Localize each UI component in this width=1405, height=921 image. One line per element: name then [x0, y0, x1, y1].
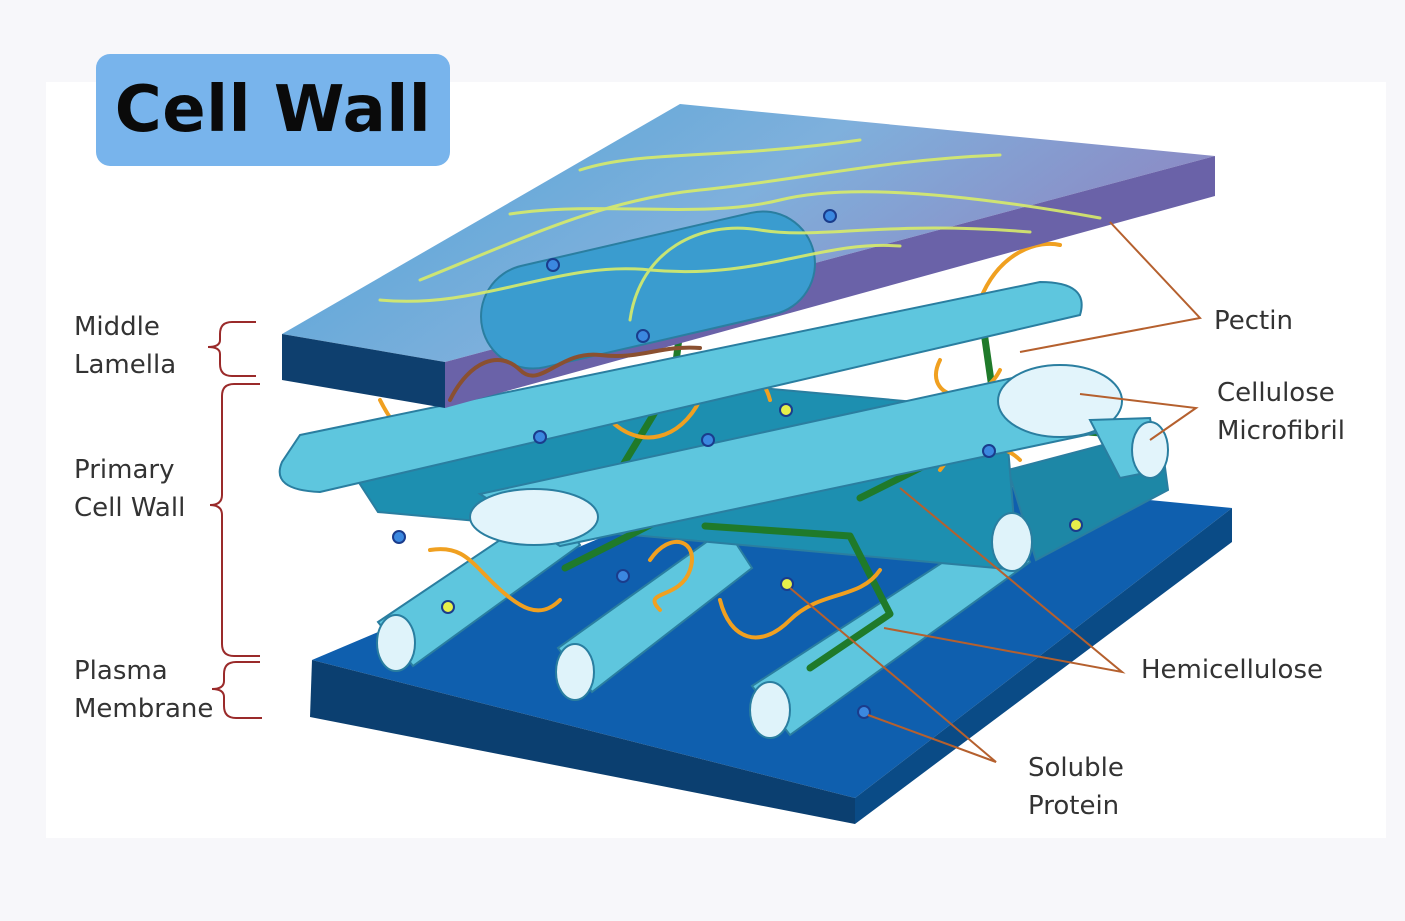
label-plasma-membrane-line1: Plasma [74, 656, 168, 686]
upper-front-microfibril [278, 280, 1083, 494]
label-plasma-membrane: Plasma Membrane [74, 652, 213, 728]
label-primary-cell-wall: Primary Cell Wall [74, 451, 185, 527]
label-middle-lamella-line2: Lamella [74, 350, 177, 380]
label-soluble-protein: Soluble Protein [1028, 749, 1124, 825]
label-primary-cell-wall-line1: Primary [74, 455, 175, 485]
lower-front-microfibril [469, 364, 1169, 548]
label-middle-lamella: Middle Lamella [74, 308, 176, 384]
label-pectin-line1: Pectin [1214, 306, 1293, 336]
pectin-strand-brown [448, 345, 702, 402]
pectin-threads-lamella [378, 138, 1102, 322]
label-primary-cell-wall-line2: Cell Wall [74, 493, 186, 523]
label-cellulose-microfibril-line1: Cellulose [1217, 378, 1335, 408]
label-soluble-protein-line1: Soluble [1028, 753, 1124, 783]
soluble-protein-dots [392, 209, 1083, 719]
label-middle-lamella-line1: Middle [74, 312, 160, 342]
label-cellulose-microfibril: Cellulose Microfibril [1217, 374, 1345, 450]
label-soluble-protein-line2: Protein [1028, 791, 1120, 821]
label-cellulose-microfibril-line2: Microfibril [1217, 416, 1345, 446]
label-hemicellulose: Hemicellulose [1141, 651, 1323, 689]
label-hemicellulose-line1: Hemicellulose [1141, 655, 1323, 685]
title-badge: Cell Wall [96, 54, 450, 166]
label-pectin: Pectin [1214, 302, 1293, 340]
layer-brackets [207, 321, 262, 719]
middle-lamella-slab [282, 104, 1215, 408]
diagram-title: Cell Wall [114, 73, 432, 147]
label-plasma-membrane-line2: Membrane [74, 694, 214, 724]
leader-lines [789, 221, 1202, 763]
